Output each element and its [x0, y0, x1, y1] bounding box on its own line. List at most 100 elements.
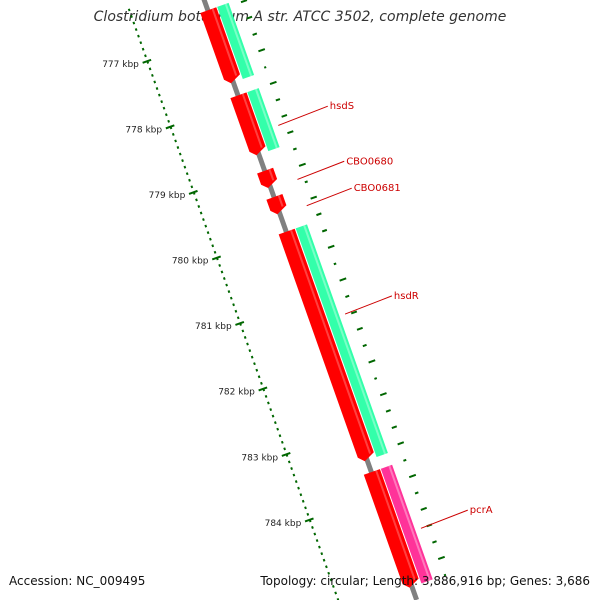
- gc-content-mark: [274, 421, 277, 425]
- gc-content-mark: [327, 571, 331, 575]
- gc-skew-mark: [339, 277, 347, 282]
- gc-skew-mark: [333, 262, 337, 266]
- gc-content-mark: [211, 244, 215, 248]
- gc-content-mark: [158, 93, 161, 97]
- gc-content-mark: [283, 447, 286, 451]
- gc-content-mark: [304, 506, 307, 510]
- gc-content-mark: [132, 21, 136, 25]
- gene-arrow-hsds: [230, 92, 266, 156]
- gc-skew-mark: [437, 555, 446, 560]
- gc-content-mark: [222, 277, 226, 281]
- gc-skew-mark: [385, 409, 391, 413]
- gc-content-mark: [264, 394, 268, 398]
- kbp-tick-780: [211, 255, 222, 261]
- gc-content-mark: [218, 263, 222, 267]
- gc-content-mark: [294, 480, 298, 484]
- gene-arrow-highlight-1: [211, 8, 238, 76]
- gc-content-mark: [255, 368, 259, 372]
- gc-content-mark: [229, 296, 233, 300]
- gc-skew-mark: [252, 32, 258, 36]
- feature-bar-highlight-4: [388, 465, 431, 581]
- gene-arrow-pcra: [363, 469, 419, 588]
- gc-content-mark: [195, 198, 198, 202]
- gc-content-mark: [299, 493, 303, 497]
- gc-content-mark: [225, 283, 228, 287]
- gc-skew-mark: [374, 377, 378, 380]
- kbp-label-777: 777 kbp: [102, 60, 139, 70]
- gc-skew-mark: [240, 0, 248, 4]
- gene-arrow-highlight-3: [268, 168, 275, 181]
- gc-content-mark: [144, 54, 147, 58]
- gc-skew-mark: [350, 310, 358, 315]
- gc-skew-mark: [275, 98, 281, 102]
- gene-arrow-highlight-5: [290, 229, 372, 454]
- figure-title: Clostridium botulinum A str. ATCC 3502, …: [93, 9, 507, 25]
- gc-content-mark: [209, 237, 212, 241]
- gc-content-mark: [162, 106, 166, 110]
- gc-skew-mark: [403, 458, 407, 462]
- gc-content-mark: [276, 427, 280, 431]
- gc-content-mark: [334, 591, 338, 595]
- kbp-tick-782: [258, 386, 268, 392]
- gc-content-mark: [315, 539, 319, 543]
- gc-skew-mark: [432, 540, 437, 544]
- gc-content-mark: [141, 47, 145, 51]
- gene-arrow-hsdr: [278, 228, 374, 462]
- gc-content-mark: [301, 499, 305, 503]
- gc-content-mark: [134, 28, 138, 32]
- kbp-tick-777: [142, 58, 152, 64]
- kbp-label-778: 778 kbp: [125, 126, 162, 136]
- gc-skew-mark: [263, 66, 267, 69]
- kbp-label-782: 782 kbp: [218, 388, 255, 398]
- gc-content-mark: [267, 401, 270, 405]
- gene-leader-cbo0681: [306, 187, 352, 207]
- kbp-tick-783: [281, 451, 291, 457]
- gc-skew-mark: [281, 114, 288, 118]
- gc-content-mark: [190, 185, 194, 189]
- gene-label-cbo0681: CBO0681: [354, 183, 401, 194]
- gc-content-mark: [176, 146, 180, 149]
- gc-content-mark: [311, 525, 314, 529]
- gc-skew-mark: [408, 473, 417, 479]
- gene-arrow-unnamed-1: [200, 7, 240, 84]
- gc-skew-mark: [420, 506, 428, 511]
- gc-skew-mark: [321, 228, 328, 233]
- gene-arrow-highlight-2: [241, 93, 263, 148]
- gene-label-pcra: pcrA: [470, 505, 493, 516]
- kbp-label-784: 784 kbp: [265, 519, 302, 529]
- kbp-label-779: 779 kbp: [149, 191, 186, 201]
- gc-content-mark: [167, 119, 170, 123]
- gc-content-mark: [227, 290, 231, 294]
- feature-bar-1: [217, 2, 255, 79]
- gc-content-mark: [320, 552, 324, 556]
- kbp-tick-784: [304, 517, 314, 523]
- feature-bar-4: [380, 464, 433, 584]
- gc-skew-mark: [327, 244, 335, 249]
- kbp-tick-778: [165, 124, 175, 130]
- gc-content-mark: [181, 159, 184, 163]
- gc-content-mark: [130, 14, 133, 18]
- gc-skew-mark: [397, 441, 405, 446]
- gc-skew-mark: [316, 212, 322, 217]
- gc-content-mark: [178, 152, 182, 156]
- gc-skew-mark: [287, 130, 294, 135]
- gc-content-mark: [290, 467, 293, 470]
- gc-skew-mark: [379, 392, 387, 397]
- kbp-label-781: 781 kbp: [195, 322, 232, 332]
- gene-leader-hsds: [278, 105, 328, 126]
- gc-content-mark: [164, 113, 168, 117]
- gc-content-mark: [297, 486, 300, 490]
- gc-content-mark: [292, 473, 296, 477]
- gc-skew-mark: [356, 326, 363, 331]
- gc-content-mark: [257, 375, 261, 379]
- gc-content-mark: [234, 309, 238, 313]
- gc-content-mark: [269, 408, 273, 412]
- gc-skew-mark: [345, 294, 350, 298]
- gc-content-mark: [199, 211, 203, 215]
- gc-content-mark: [151, 73, 154, 77]
- kbp-label-783: 783 kbp: [241, 453, 278, 463]
- gene-arrow-cbo0680: [257, 167, 278, 188]
- feature-bar-highlight-3: [303, 225, 387, 455]
